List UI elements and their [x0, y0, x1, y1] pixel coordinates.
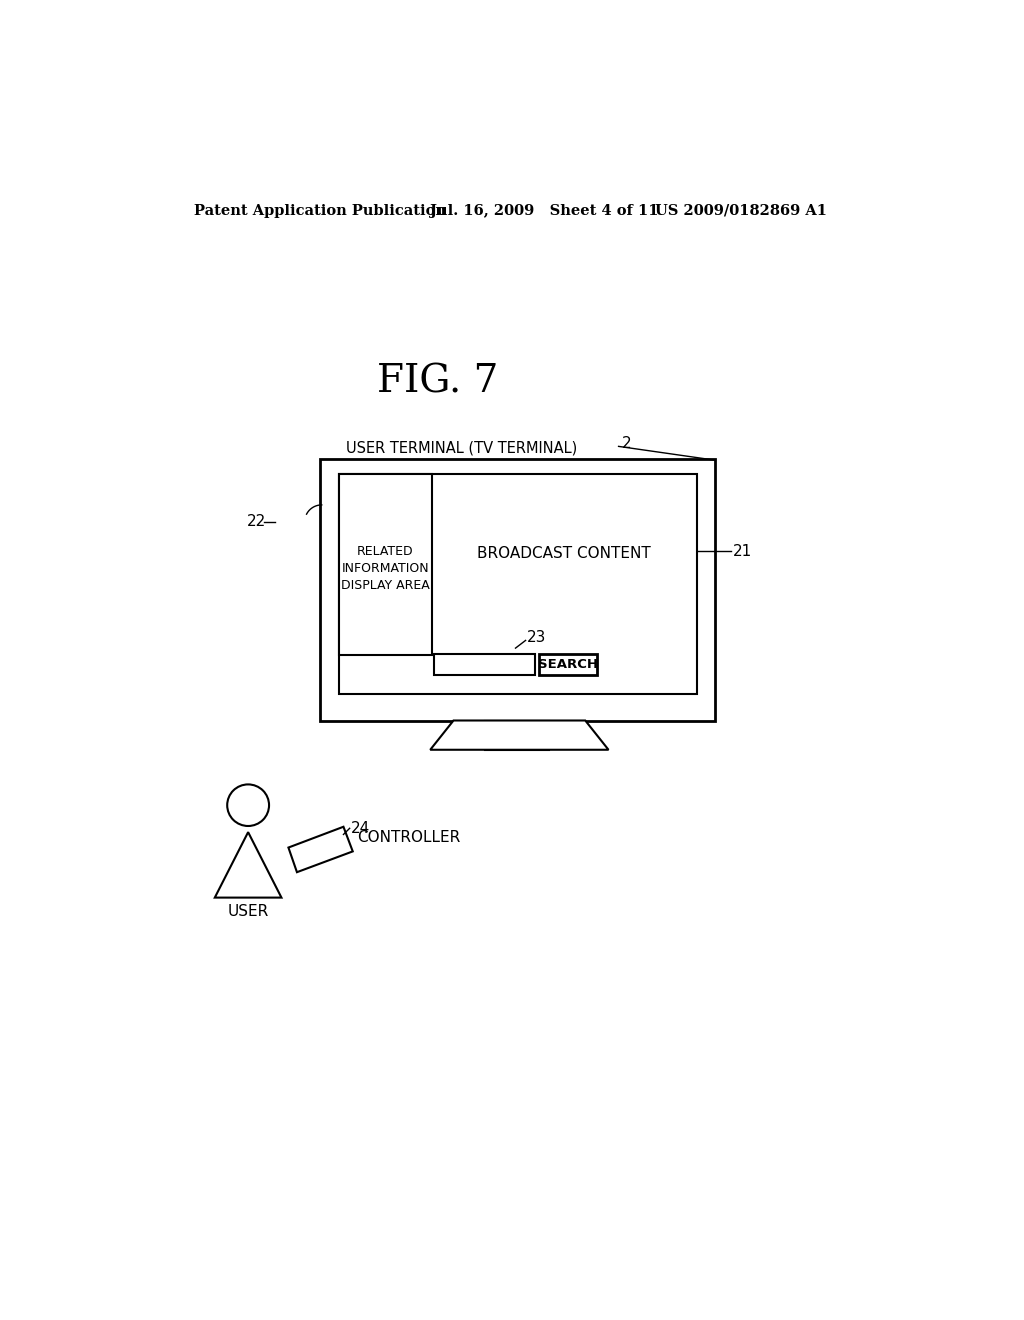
Bar	[339, 474, 697, 693]
Text: USER TERMINAL (TV TERMINAL): USER TERMINAL (TV TERMINAL)	[346, 441, 577, 455]
Bar	[339, 474, 432, 655]
Text: USER: USER	[227, 904, 268, 919]
Text: SEARCH: SEARCH	[538, 657, 598, 671]
Text: Patent Application Publication: Patent Application Publication	[194, 203, 445, 218]
Text: Jul. 16, 2009   Sheet 4 of 11: Jul. 16, 2009 Sheet 4 of 11	[430, 203, 658, 218]
Text: 21: 21	[732, 544, 752, 558]
Bar	[485, 721, 549, 750]
Bar	[321, 459, 716, 721]
Bar	[434, 653, 535, 675]
Polygon shape	[430, 721, 608, 750]
Text: US 2009/0182869 A1: US 2009/0182869 A1	[655, 203, 827, 218]
Text: 2: 2	[622, 436, 632, 451]
Bar	[539, 653, 597, 675]
Text: 24: 24	[351, 821, 371, 836]
Circle shape	[227, 784, 269, 826]
Text: 23: 23	[527, 630, 547, 645]
Polygon shape	[289, 826, 352, 873]
Polygon shape	[215, 832, 282, 898]
Text: RELATED
INFORMATION
DISPLAY AREA: RELATED INFORMATION DISPLAY AREA	[341, 545, 430, 591]
Text: FIG. 7: FIG. 7	[377, 363, 499, 400]
Text: CONTROLLER: CONTROLLER	[356, 830, 460, 845]
Text: 22: 22	[247, 515, 266, 529]
Text: BROADCAST CONTENT: BROADCAST CONTENT	[477, 545, 651, 561]
